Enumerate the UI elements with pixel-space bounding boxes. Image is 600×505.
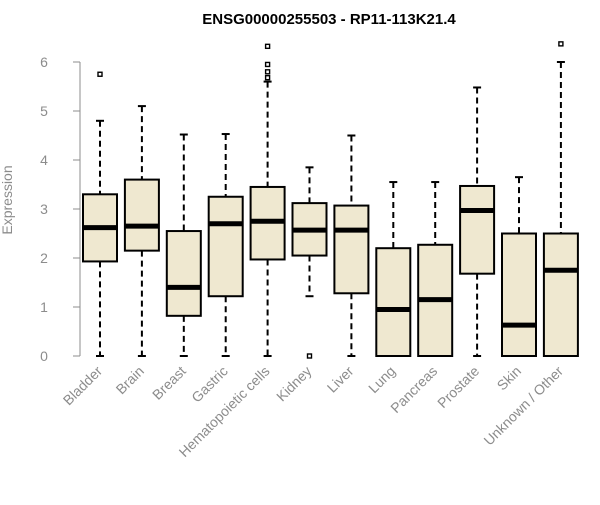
box-lung [375, 181, 412, 357]
chart-title: ENSG00000255503 - RP11-113K21.4 [202, 11, 456, 28]
box-pancreas [417, 181, 454, 358]
x-tick-label: Skin [494, 363, 525, 394]
y-tick-label: 3 [40, 201, 48, 217]
outlier-point [264, 69, 271, 75]
box-hematopoietic-cells [249, 43, 286, 357]
box-brain [123, 105, 160, 357]
iqr-box [333, 204, 370, 295]
x-tick-label: Lung [365, 363, 398, 396]
box-liver [333, 134, 370, 357]
x-tick-label: Liver [324, 363, 357, 396]
outlier-point [264, 61, 271, 68]
iqr-box [123, 178, 160, 252]
box-breast [165, 133, 202, 357]
box-kidney [291, 166, 328, 359]
y-tick-label: 1 [40, 299, 48, 315]
outlier-point [264, 74, 271, 81]
iqr-box [501, 232, 537, 357]
outlier-point [97, 71, 103, 77]
box-prostate [459, 86, 496, 357]
y-tick-label: 2 [40, 250, 48, 266]
box-unknown-other [542, 41, 579, 357]
x-tick-label: Brain [113, 363, 147, 397]
box-skin [501, 176, 537, 357]
x-tick-label: Bladder [60, 363, 106, 409]
x-tick-label: Pancreas [387, 363, 440, 416]
x-tick-label: Breast [149, 363, 189, 403]
iqr-box [542, 232, 579, 357]
x-tick-label: Unknown / Other [480, 363, 566, 449]
box-gastric [207, 133, 244, 357]
x-tick-label: Kidney [273, 363, 315, 405]
iqr-box [165, 230, 202, 317]
axes: 0 1 2 3 4 5 6 [40, 54, 81, 364]
y-tick-label: 4 [40, 152, 48, 168]
outlier-point [558, 41, 564, 47]
y-axis-label: Expression [0, 165, 15, 234]
iqr-box [459, 184, 496, 275]
y-tick-label: 0 [40, 348, 48, 364]
box-bladder [82, 71, 118, 357]
boxes-group [82, 41, 579, 359]
outlier-point [264, 43, 271, 50]
y-tick-label: 5 [40, 103, 48, 119]
x-tick-label: Prostate [434, 363, 482, 411]
y-tick-label: 6 [40, 54, 48, 70]
iqr-box [207, 195, 244, 298]
outlier-point [306, 353, 313, 359]
iqr-box [375, 247, 412, 357]
